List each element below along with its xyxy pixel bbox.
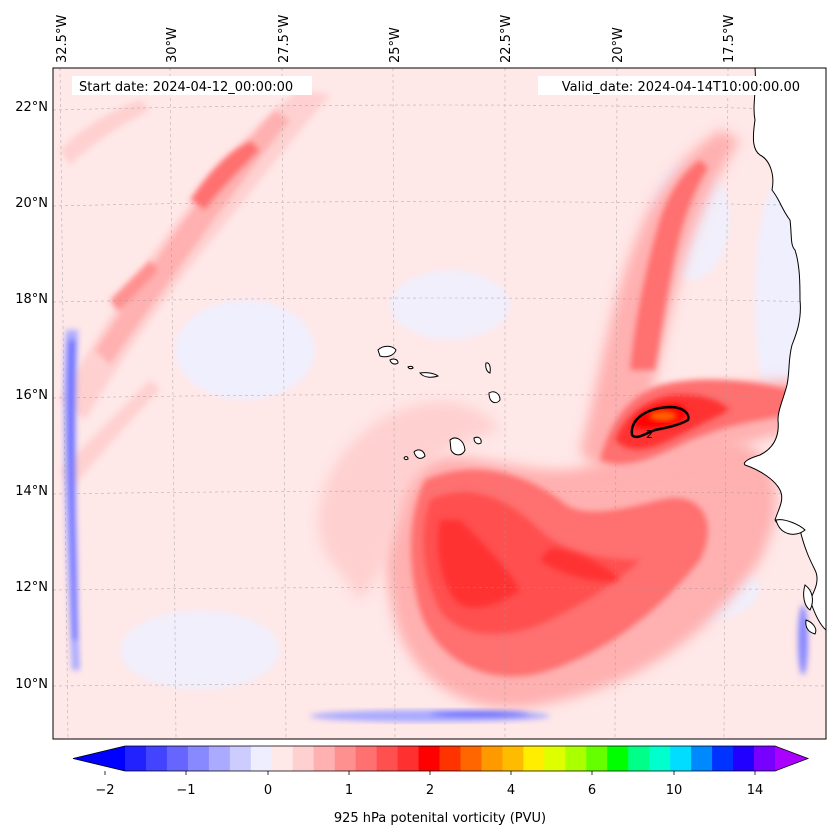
west-boundary-negative-strip bbox=[63, 330, 80, 670]
colorbar-segment bbox=[691, 746, 713, 771]
colorbar-segment bbox=[649, 746, 671, 771]
colorbar-segment bbox=[229, 746, 252, 771]
colorbar bbox=[72, 745, 810, 775]
colorbar-outline bbox=[72, 745, 810, 772]
longitude-labels: 32.5°W 30°W 27.5°W 25°W 22.5°W 20°W 17.5… bbox=[55, 15, 737, 63]
colorbar-segment bbox=[250, 746, 273, 771]
lat-label: 18°N bbox=[15, 292, 48, 307]
colorbar-segment bbox=[733, 746, 755, 771]
colorbar-segment bbox=[418, 746, 441, 771]
colorbar-segment bbox=[586, 746, 608, 771]
valid-date-label: Valid_date: 2024-04-14T10:00:00.00 bbox=[562, 80, 800, 95]
lon-label: 20°W bbox=[611, 27, 626, 63]
africa-land bbox=[743, 68, 826, 631]
colorbar-title: 925 hPa potenital vorticity (PVU) bbox=[334, 811, 546, 826]
colorbar-segment bbox=[187, 746, 210, 771]
cb-tick-label: 2 bbox=[426, 783, 434, 798]
colorbar-ticks: −2 −1 0 1 2 4 6 10 14 bbox=[95, 783, 763, 798]
colorbar-min-extension bbox=[73, 746, 125, 771]
colorbar-segment bbox=[397, 746, 420, 771]
colorbar-segment bbox=[334, 746, 357, 771]
south-negative-band bbox=[310, 710, 550, 722]
lat-label: 10°N bbox=[15, 677, 48, 692]
colorbar-segment bbox=[355, 746, 378, 771]
colorbar-segment bbox=[292, 746, 315, 771]
northwest-pv-bands bbox=[60, 90, 330, 490]
northeast-pv-filament bbox=[580, 130, 800, 472]
colorbar-segment bbox=[125, 746, 147, 771]
cb-tick-label: 10 bbox=[666, 783, 683, 798]
lon-label: 17.5°W bbox=[722, 15, 737, 63]
colorbar-segment bbox=[481, 746, 503, 771]
cb-tick-label: 6 bbox=[588, 783, 596, 798]
pv-2-contour bbox=[630, 405, 690, 439]
lat-label: 12°N bbox=[15, 580, 48, 595]
valid-date-box bbox=[538, 76, 808, 95]
start-date-box bbox=[72, 76, 312, 95]
cape-verde-islands bbox=[377, 345, 501, 461]
cb-tick-label: 1 bbox=[345, 783, 353, 798]
colorbar-segment bbox=[166, 746, 189, 771]
lon-label: 30°W bbox=[165, 27, 180, 63]
latitude-labels: 22°N 20°N 18°N 16°N 14°N 12°N 10°N bbox=[15, 100, 48, 692]
colorbar-segment bbox=[313, 746, 336, 771]
start-date-label: Start date: 2024-04-12_00:00:00 bbox=[79, 80, 293, 95]
colorbar-segment bbox=[439, 746, 461, 771]
colorbar-segment bbox=[523, 746, 545, 771]
southern-pv-plume bbox=[318, 401, 777, 709]
colorbar-segment bbox=[271, 746, 294, 771]
lon-label: 32.5°W bbox=[55, 15, 70, 63]
colorbar-segment bbox=[145, 746, 168, 771]
colorbar-segment bbox=[460, 746, 482, 771]
colorbar-segment bbox=[607, 746, 629, 771]
lon-label: 25°W bbox=[388, 27, 403, 63]
lon-label: 27.5°W bbox=[277, 15, 292, 63]
cb-tick-label: −2 bbox=[95, 783, 114, 798]
map-frame bbox=[52, 67, 827, 740]
lon-label: 22.5°W bbox=[499, 15, 514, 63]
graticule bbox=[53, 68, 826, 739]
colorbar-max-extension bbox=[775, 746, 808, 771]
lat-label: 20°N bbox=[15, 196, 48, 211]
colorbar-segment bbox=[670, 746, 692, 771]
cb-tick-label: 0 bbox=[264, 783, 272, 798]
african-coastline bbox=[743, 68, 826, 635]
colorbar-segment bbox=[208, 746, 231, 771]
colorbar-segment bbox=[544, 746, 566, 771]
lat-label: 16°N bbox=[15, 388, 48, 403]
colorbar-segment bbox=[712, 746, 734, 771]
cb-tick-label: 4 bbox=[507, 783, 515, 798]
cb-tick-label: 14 bbox=[747, 783, 764, 798]
lat-label: 22°N bbox=[15, 100, 48, 115]
colorbar-segment bbox=[565, 746, 587, 771]
map-panel: Start date: 2024-04-12_00:00:00 Valid_da… bbox=[53, 68, 826, 739]
pv-contour-label: 2 bbox=[646, 428, 653, 441]
colorbar-segment bbox=[376, 746, 399, 771]
colorbar-segment bbox=[628, 746, 650, 771]
cb-tick-label: −1 bbox=[176, 783, 195, 798]
lat-label: 14°N bbox=[15, 484, 48, 499]
colorbar-segment bbox=[502, 746, 524, 771]
colorbar-segment bbox=[754, 746, 776, 771]
